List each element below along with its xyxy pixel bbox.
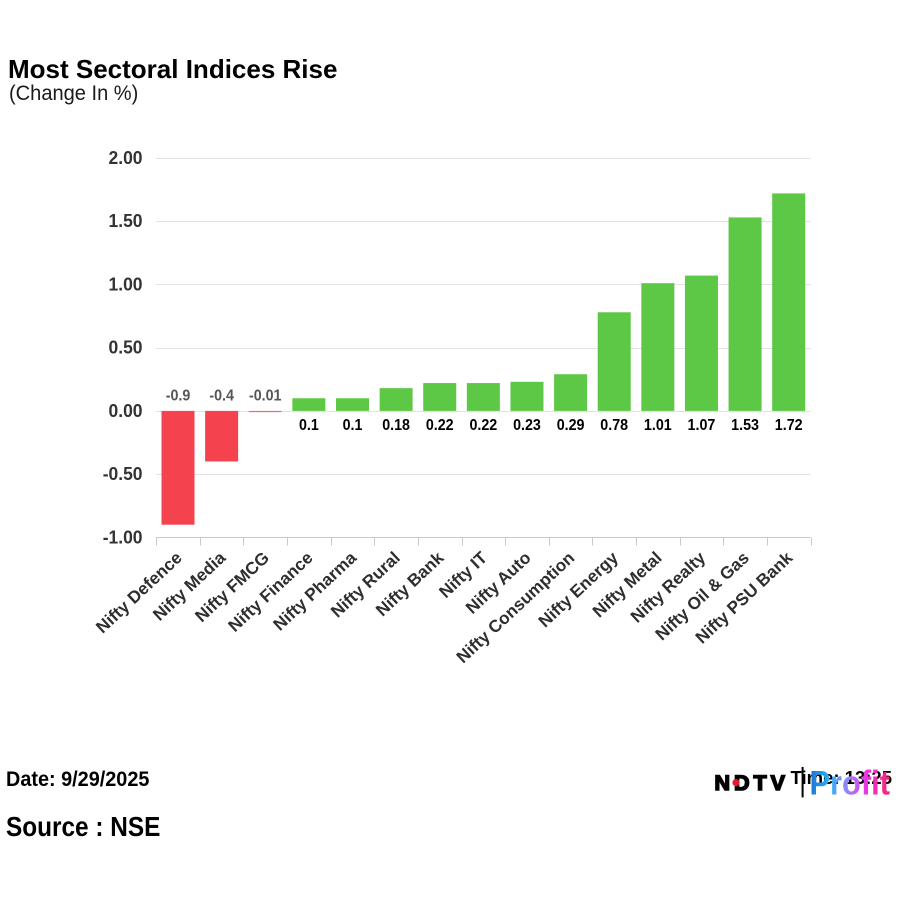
- svg-text:-0.4: -0.4: [209, 388, 234, 405]
- svg-text:0.23: 0.23: [513, 417, 541, 434]
- svg-text:-0.9: -0.9: [166, 388, 191, 405]
- svg-text:0.1: 0.1: [343, 417, 363, 434]
- svg-text:1.53: 1.53: [731, 417, 759, 434]
- svg-text:1.07: 1.07: [688, 417, 716, 434]
- svg-text:-1.00: -1.00: [103, 527, 143, 547]
- svg-text:1.00: 1.00: [109, 274, 143, 294]
- svg-text:Profit: Profit: [810, 765, 891, 802]
- svg-text:2.00: 2.00: [109, 148, 143, 168]
- svg-text:0.22: 0.22: [469, 417, 497, 434]
- svg-text:0.78: 0.78: [600, 417, 628, 434]
- svg-text:0.29: 0.29: [557, 417, 585, 434]
- svg-text:0.1: 0.1: [299, 417, 319, 434]
- svg-text:-0.50: -0.50: [103, 464, 143, 484]
- svg-text:1.72: 1.72: [775, 417, 803, 434]
- svg-text:0.18: 0.18: [382, 417, 410, 434]
- svg-text:0.50: 0.50: [109, 338, 143, 358]
- svg-text:1.50: 1.50: [109, 211, 143, 231]
- svg-text:-0.01: -0.01: [249, 388, 282, 405]
- svg-text:0.22: 0.22: [426, 417, 454, 434]
- svg-text:1.01: 1.01: [644, 417, 672, 434]
- svg-text:NDTV: NDTV: [715, 771, 790, 795]
- svg-text:0.00: 0.00: [109, 401, 143, 421]
